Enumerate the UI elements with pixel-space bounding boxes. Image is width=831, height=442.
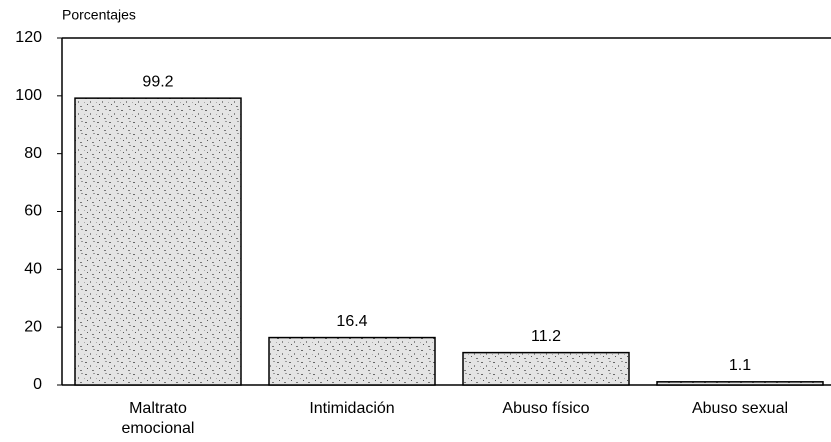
value-label: 16.4 [336, 313, 367, 330]
bar [656, 381, 824, 386]
bar [74, 97, 242, 386]
value-label: 11.2 [531, 328, 561, 345]
y-tick-label: 100 [15, 87, 42, 104]
x-tick-label: Maltrato emocional [121, 400, 195, 437]
bar [462, 351, 630, 386]
y-tick-label: 120 [15, 29, 42, 46]
value-label: 99.2 [142, 73, 173, 90]
y-tick-label: 0 [33, 376, 42, 393]
x-tick-label: Abuso sexual [691, 400, 789, 417]
value-label: 1.1 [729, 357, 751, 374]
y-tick-label: 40 [24, 261, 42, 278]
x-tick-label: Abuso físico [502, 400, 590, 417]
y-tick-label: 60 [24, 203, 42, 220]
y-tick-label: 80 [24, 145, 42, 162]
y-tick-label: 20 [24, 318, 42, 335]
bar [268, 336, 436, 386]
y-axis-label: Porcentajes [62, 7, 136, 23]
x-tick-label: Intimidación [309, 400, 395, 417]
